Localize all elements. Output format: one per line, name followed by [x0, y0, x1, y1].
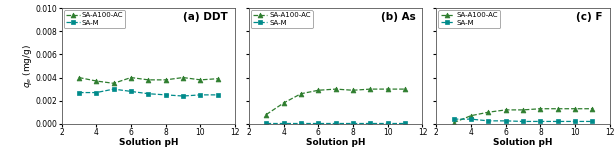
Line: SA-M: SA-M	[76, 87, 220, 99]
SA-A100-AC	[214, 78, 221, 80]
Text: (b) As: (b) As	[381, 12, 416, 22]
SA-M	[502, 120, 509, 122]
SA-A100-AC	[92, 80, 100, 82]
SA-A100-AC	[280, 102, 288, 104]
SA-A100-AC	[75, 77, 83, 79]
SA-M	[262, 122, 270, 124]
SA-M	[537, 120, 544, 122]
SA-A100-AC	[384, 88, 391, 90]
SA-A100-AC	[315, 89, 322, 91]
SA-M	[280, 122, 288, 124]
SA-M	[468, 118, 475, 120]
Line: SA-M: SA-M	[452, 117, 595, 124]
SA-A100-AC	[502, 109, 509, 111]
Legend: SA-A100-AC, SA-M: SA-A100-AC, SA-M	[63, 10, 125, 28]
SA-M	[572, 120, 579, 122]
SA-A100-AC	[485, 111, 492, 113]
Line: SA-A100-AC: SA-A100-AC	[452, 106, 595, 125]
SA-A100-AC	[537, 108, 544, 110]
SA-M	[589, 120, 596, 122]
SA-A100-AC	[367, 88, 374, 90]
SA-A100-AC	[349, 89, 357, 91]
SA-M	[214, 94, 221, 96]
Line: SA-M: SA-M	[264, 121, 408, 126]
SA-A100-AC	[554, 108, 562, 110]
SA-A100-AC	[145, 79, 152, 81]
Line: SA-A100-AC: SA-A100-AC	[264, 87, 408, 117]
Legend: SA-A100-AC, SA-M: SA-A100-AC, SA-M	[251, 10, 313, 28]
SA-M	[485, 120, 492, 122]
SA-M	[332, 122, 339, 124]
SA-M	[402, 122, 409, 124]
SA-M	[92, 92, 100, 94]
Text: (c) F: (c) F	[577, 12, 603, 22]
SA-M	[554, 120, 562, 122]
SA-M	[367, 122, 374, 124]
SA-M	[145, 93, 152, 95]
SA-A100-AC	[589, 108, 596, 110]
Line: SA-A100-AC: SA-A100-AC	[76, 75, 220, 86]
SA-M	[110, 88, 117, 90]
SA-M	[179, 95, 187, 97]
X-axis label: Solution pH: Solution pH	[493, 138, 553, 147]
SA-M	[384, 122, 391, 124]
Y-axis label: $q_e$ (mg/g): $q_e$ (mg/g)	[21, 44, 34, 88]
SA-M	[298, 122, 305, 124]
SA-A100-AC	[468, 115, 475, 117]
SA-M	[128, 90, 135, 92]
SA-M	[162, 94, 169, 96]
SA-A100-AC	[332, 88, 339, 90]
SA-A100-AC	[110, 82, 117, 84]
SA-A100-AC	[162, 79, 169, 81]
SA-A100-AC	[262, 114, 270, 116]
SA-A100-AC	[179, 77, 187, 79]
SA-M	[315, 122, 322, 124]
Legend: SA-A100-AC, SA-M: SA-A100-AC, SA-M	[439, 10, 500, 28]
SA-M	[519, 120, 527, 122]
SA-M	[197, 94, 204, 96]
Text: (a) DDT: (a) DDT	[184, 12, 228, 22]
SA-A100-AC	[402, 88, 409, 90]
SA-A100-AC	[572, 108, 579, 110]
SA-A100-AC	[128, 77, 135, 79]
X-axis label: Solution pH: Solution pH	[119, 138, 178, 147]
SA-M	[75, 92, 83, 94]
SA-M	[450, 118, 458, 120]
SA-A100-AC	[519, 109, 527, 111]
SA-A100-AC	[197, 79, 204, 81]
X-axis label: Solution pH: Solution pH	[306, 138, 365, 147]
SA-M	[349, 122, 357, 124]
SA-A100-AC	[450, 122, 458, 124]
SA-A100-AC	[298, 93, 305, 95]
